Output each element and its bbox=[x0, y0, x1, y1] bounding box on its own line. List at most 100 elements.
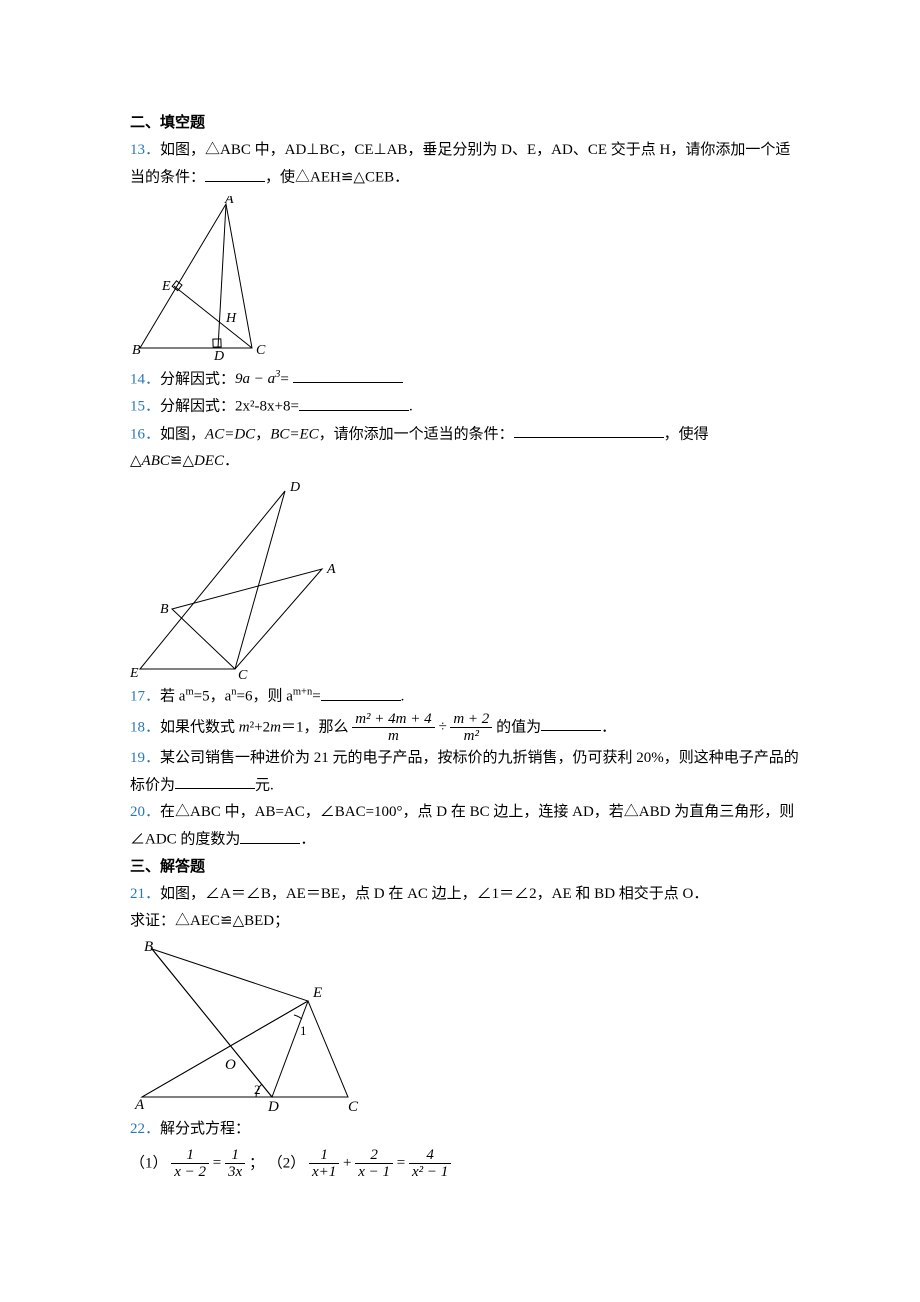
q18-frac2-den: m² bbox=[450, 728, 492, 745]
q21-tb: 求证：△AEC≌△BED； bbox=[130, 913, 289, 929]
question-21: 21．如图，∠A＝∠B，AE＝BE，点 D 在 AC 边上，∠1＝∠2，AE 和… bbox=[130, 881, 800, 935]
q18-frac1-den: m bbox=[352, 728, 434, 745]
q18-frac2: m + 2 m² bbox=[450, 711, 492, 745]
q20-period: ． bbox=[300, 832, 315, 848]
q16-text-a: 如图， bbox=[160, 426, 205, 442]
q21-label-B: B bbox=[144, 939, 153, 955]
q13-label-C: C bbox=[256, 343, 266, 358]
q22-plus: + bbox=[343, 1150, 351, 1177]
q16-label-C: C bbox=[238, 668, 248, 681]
q16-text-b: ，请你添加一个适当的条件： bbox=[319, 426, 514, 442]
page: 二、填空题 13．如图，△ABC 中，AD⊥BC，CE⊥AB，垂足分别为 D、E… bbox=[0, 0, 920, 1241]
q16-blank bbox=[514, 421, 664, 439]
q18-frac1: m² + 4m + 4 m bbox=[352, 711, 434, 745]
question-13: 13．如图，△ABC 中，AD⊥BC，CE⊥AB，垂足分别为 D、E，AD、CE… bbox=[130, 137, 800, 192]
q17-eq3: = bbox=[312, 689, 320, 705]
q22-eq2: = bbox=[397, 1150, 405, 1177]
q22-p1-lhs: 1 x − 2 bbox=[171, 1147, 209, 1181]
q15-tail: . bbox=[409, 399, 413, 415]
q16-svg: D A B E C bbox=[130, 479, 340, 681]
q17-number: 17． bbox=[130, 689, 160, 705]
q21-label-D: D bbox=[267, 1099, 279, 1114]
q22-p2-a-num: 1 bbox=[309, 1147, 339, 1165]
q17-eq2: =6，则 a bbox=[236, 689, 292, 705]
q22-p1-eq: = bbox=[213, 1150, 221, 1177]
q15-number: 15． bbox=[130, 399, 160, 415]
q19-unit: 元. bbox=[255, 777, 274, 793]
q21-label-C: C bbox=[348, 1099, 359, 1114]
q22-p2-label: （2） bbox=[268, 1155, 306, 1171]
q18-ta: 如果代数式 bbox=[160, 719, 239, 735]
q21-ta: 如图，∠A＝∠B，AE＝BE，点 D 在 AC 边上，∠1＝∠2，AE 和 BD… bbox=[160, 886, 708, 902]
q13-blank bbox=[205, 164, 265, 182]
q18-div: ÷ bbox=[438, 714, 446, 741]
q14-eq: = bbox=[280, 371, 288, 387]
q13-svg: A E B D C H bbox=[130, 196, 275, 364]
q16-number: 16． bbox=[130, 426, 160, 442]
q18-m1: m bbox=[239, 719, 250, 735]
q17-ta: 若 a bbox=[160, 689, 185, 705]
q22-p2-c: 4 x² − 1 bbox=[409, 1147, 451, 1181]
q13-label-B: B bbox=[132, 343, 141, 358]
q16-text-c: ，使得 bbox=[664, 426, 709, 442]
q16-ac: AC=DC bbox=[205, 426, 255, 442]
q22-p1-lhs-num: 1 bbox=[171, 1147, 209, 1165]
q17-tail: . bbox=[401, 689, 405, 705]
q16-bc: BC=EC bbox=[270, 426, 318, 442]
q21-label-A: A bbox=[134, 1097, 145, 1113]
q20-ta: 在△ABC 中，AB=AC，∠BAC=100°，点 D 在 BC 边上，连接 A… bbox=[130, 804, 794, 848]
question-20: 20．在△ABC 中，AB=AC，∠BAC=100°，点 D 在 BC 边上，连… bbox=[130, 799, 800, 854]
q20-number: 20． bbox=[130, 804, 160, 820]
question-16: 16．如图，AC=DC，BC=EC，请你添加一个适当的条件： ，使得 △ABC≌△… bbox=[130, 421, 800, 476]
q22-p1-rhs-den: 3x bbox=[225, 1164, 245, 1181]
question-15: 15．分解因式：2x²-8x+8=. bbox=[130, 393, 800, 421]
q19-blank bbox=[175, 772, 255, 790]
question-17: 17．若 am=5，an=6，则 am+n=. bbox=[130, 683, 800, 711]
q19-number: 19． bbox=[130, 750, 160, 766]
q17-mn: m+n bbox=[293, 687, 312, 698]
section-2-title: 二、填空题 bbox=[130, 110, 800, 137]
question-14: 14．分解因式：9a − a3= bbox=[130, 366, 800, 394]
q16-dec: DEC bbox=[194, 453, 224, 469]
q13-label-E: E bbox=[161, 279, 171, 294]
q22-p2-c-den: x² − 1 bbox=[409, 1164, 451, 1181]
q22-p1-lhs-den: x − 2 bbox=[171, 1164, 209, 1181]
q21-label-1: 1 bbox=[300, 1023, 307, 1038]
q14-expr: 9a − a bbox=[235, 371, 275, 387]
q14-text: 分解因式： bbox=[160, 371, 235, 387]
question-22: 22．解分式方程： bbox=[130, 1116, 800, 1143]
q16-label-A: A bbox=[326, 562, 336, 577]
q15-blank bbox=[299, 393, 409, 411]
q21-label-E: E bbox=[312, 985, 322, 1001]
q15-text: 分解因式：2x²-8x+8= bbox=[160, 399, 299, 415]
q21-figure: B E A D C O 1 2 bbox=[130, 939, 800, 1114]
q22-p2-a: 1 x+1 bbox=[309, 1147, 339, 1181]
q18-m2: m bbox=[270, 719, 281, 735]
q13-figure: A E B D C H bbox=[130, 196, 800, 364]
q16-label-E: E bbox=[130, 666, 139, 681]
q16-label-D: D bbox=[289, 480, 300, 495]
q16-tri1: △ bbox=[130, 453, 142, 469]
q13-text-b: ，使△AEH≌△CEB． bbox=[265, 170, 409, 186]
q22-p2-b: 2 x − 1 bbox=[355, 1147, 393, 1181]
q16-figure: D A B E C bbox=[130, 479, 800, 681]
q22-p2-b-num: 2 bbox=[355, 1147, 393, 1165]
q18-p2m: ²+2 bbox=[250, 719, 270, 735]
q18-tb: 的值为 bbox=[496, 719, 541, 735]
q18-frac2-num: m + 2 bbox=[450, 711, 492, 729]
q16-abc: ABC bbox=[142, 453, 170, 469]
q18-frac1-num: m² + 4m + 4 bbox=[352, 711, 434, 729]
q18-period: ． bbox=[601, 719, 616, 735]
q21-label-2: 2 bbox=[254, 1082, 261, 1097]
q22-p1-label: （1） bbox=[130, 1155, 168, 1171]
q22-number: 22． bbox=[130, 1121, 160, 1137]
question-18: 18．如果代数式 m²+2m＝1，那么 m² + 4m + 4 m ÷ m + … bbox=[130, 711, 800, 745]
q13-number: 13． bbox=[130, 142, 160, 158]
q17-m: m bbox=[185, 687, 193, 698]
q22-p2-c-num: 4 bbox=[409, 1147, 451, 1165]
question-19: 19．某公司销售一种进价为 21 元的电子产品，按标价的九折销售，仍可获利 20… bbox=[130, 745, 800, 800]
q22-equations: （1） 1 x − 2 = 1 3x ； （2） 1 x+1 + 2 x − 1… bbox=[130, 1147, 800, 1181]
q22-sep: ； bbox=[249, 1155, 268, 1171]
q16-cong: ≌△ bbox=[170, 453, 194, 469]
q16-sep1: ， bbox=[255, 426, 270, 442]
